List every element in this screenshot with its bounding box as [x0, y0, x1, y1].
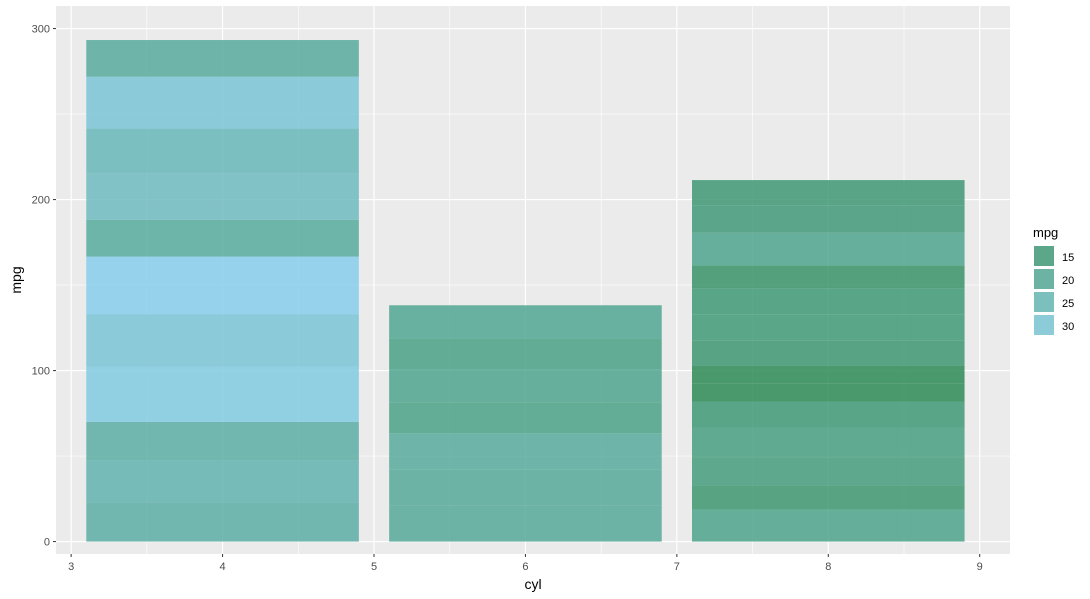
y-tick-label: 100 — [32, 366, 50, 378]
x-tick-label: 6 — [522, 561, 528, 573]
x-tick-label: 8 — [825, 561, 831, 573]
legend-title: mpg — [1033, 225, 1058, 240]
bar-segment — [86, 40, 359, 77]
legend-key — [1034, 269, 1054, 289]
bar-segment — [692, 365, 965, 384]
bar-segment — [692, 485, 965, 510]
x-axis-title: cyl — [524, 576, 541, 592]
x-tick-label: 9 — [977, 561, 983, 573]
bar-segment — [86, 219, 359, 257]
bar-segment — [86, 366, 359, 422]
bar-segment — [692, 265, 965, 289]
y-tick-label: 0 — [44, 537, 50, 549]
bar-segment — [692, 427, 965, 458]
bar-segment — [692, 205, 965, 233]
bar-segment — [86, 256, 359, 315]
legend-label: 15 — [1062, 252, 1074, 264]
bar-segment — [86, 314, 359, 367]
legend-key — [1034, 292, 1054, 312]
bar-segment — [389, 369, 662, 403]
bar-segment — [692, 509, 965, 542]
bar-segment — [86, 128, 359, 174]
bar-segment — [389, 402, 662, 434]
bar-segment — [389, 338, 662, 370]
x-tick-label: 5 — [371, 561, 377, 573]
bar-segment — [692, 314, 965, 341]
bar-segment — [389, 433, 662, 470]
legend-key — [1034, 246, 1054, 266]
x-tick-label: 4 — [220, 561, 226, 573]
y-tick-label: 300 — [32, 24, 50, 36]
bar-segment — [389, 505, 662, 542]
legend: mpg 15 20 25 30 — [1033, 225, 1074, 335]
x-tick-label: 7 — [674, 561, 680, 573]
bar-segment — [692, 180, 965, 206]
legend-label: 30 — [1062, 321, 1074, 333]
bars — [86, 40, 965, 542]
bar-segment — [692, 288, 965, 315]
x-tick-label: 3 — [68, 561, 74, 573]
x-axis: 3 4 5 6 7 8 9 — [68, 554, 983, 573]
bar-segment — [86, 76, 359, 129]
y-axis-title: mpg — [8, 266, 24, 293]
bar-segment — [86, 460, 359, 503]
bar-segment — [692, 401, 965, 428]
bar-segment — [86, 173, 359, 220]
bar-segment — [389, 469, 662, 506]
legend-label: 25 — [1062, 298, 1074, 310]
bar-segment — [692, 340, 965, 366]
bar-segment — [692, 232, 965, 266]
bar-segment — [86, 502, 359, 542]
y-axis: 0 100 200 300 — [32, 24, 56, 549]
bar-segment — [389, 305, 662, 339]
y-tick-label: 200 — [32, 195, 50, 207]
legend-key — [1034, 315, 1054, 335]
bar-segment — [86, 421, 359, 461]
bar-segment — [692, 457, 965, 486]
bar-segment — [692, 383, 965, 402]
legend-label: 20 — [1062, 275, 1074, 287]
